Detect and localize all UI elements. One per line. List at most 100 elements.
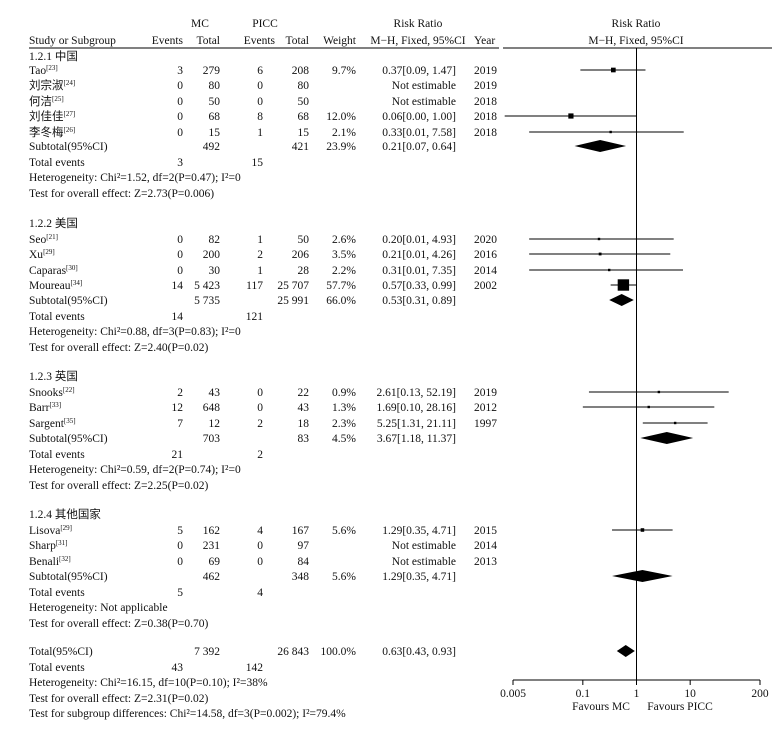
ci-cell: 0.33[0.01, 7.58] — [382, 127, 456, 139]
mc-total-cell: 162 — [203, 525, 221, 537]
year-cell: 2016 — [474, 249, 497, 261]
study-label: 刘宗淑[24] — [29, 78, 75, 92]
total-events-label: Total events — [29, 449, 85, 461]
picc-events-cell: 0 — [257, 387, 263, 399]
mc-events-cell: 2 — [177, 387, 183, 399]
ci-cell: Not estimable — [392, 96, 456, 108]
heterogeneity-text: Heterogeneity: Not applicable — [29, 602, 168, 614]
x-tick-label: 200 — [751, 688, 769, 700]
study-column-header: Study or Subgroup — [29, 35, 116, 47]
point-estimate — [610, 67, 616, 73]
mc-events-cell: 0 — [177, 127, 183, 139]
study-ref: [23] — [46, 64, 58, 72]
mc-subtotal-n: 703 — [203, 433, 221, 445]
mc-subtotal-n: 5 735 — [194, 295, 220, 307]
mc-total-cell: 200 — [203, 249, 221, 261]
subgroup-title: 1.2.3 英国 — [29, 369, 78, 383]
subtotal-label: Subtotal(95%CI) — [29, 295, 108, 307]
subtotal-diamond — [609, 294, 634, 306]
mc-grand-events: 43 — [172, 662, 184, 674]
study-label: 刘佳佳[27] — [29, 109, 75, 123]
plot-title-header: Risk Ratio — [612, 18, 661, 30]
study-name: Lisova — [29, 525, 60, 537]
picc-total-cell: 167 — [292, 525, 310, 537]
picc-events-cell: 1 — [257, 234, 263, 246]
picc-total-cell: 25 707 — [277, 280, 309, 292]
study-label: Benali[32] — [29, 555, 71, 568]
year-cell: 2014 — [474, 265, 497, 277]
picc-subtotal-n: 83 — [298, 433, 310, 445]
subtotal-weight: 5.6% — [332, 571, 356, 583]
weight-cell: 2.6% — [332, 234, 356, 246]
picc-total-cell: 18 — [298, 418, 310, 430]
favours-picc-label: Favours PICC — [647, 701, 713, 713]
picc-total-events: 2 — [257, 449, 263, 461]
picc-total-events: 15 — [252, 157, 264, 169]
mc-total-events: 14 — [172, 311, 184, 323]
point-estimate — [598, 252, 602, 256]
picc-total-cell: 206 — [292, 249, 310, 261]
mc-total-cell: 69 — [209, 556, 221, 568]
mc-total-cell: 30 — [209, 265, 221, 277]
subtotal-ci: 3.67[1.18, 11.37] — [377, 433, 456, 445]
subgroup-title: 1.2.1 中国 — [29, 50, 78, 63]
picc-total-cell: 43 — [298, 402, 310, 414]
study-ref: [21] — [46, 233, 58, 241]
picc-events-cell: 0 — [257, 80, 263, 92]
study-ref: [31] — [56, 539, 68, 547]
picc-events-cell: 0 — [257, 556, 263, 568]
favours-mc-label: Favours MC — [572, 701, 630, 713]
grand-ci: 0.63[0.43, 0.93] — [382, 646, 456, 658]
year-cell: 2020 — [474, 234, 497, 246]
mc-total-cell: 231 — [203, 540, 221, 552]
picc-events-cell: 0 — [257, 402, 263, 414]
ci-cell: 0.37[0.09, 1.47] — [382, 65, 456, 77]
study-name: Barr — [29, 402, 50, 414]
picc-events-cell: 0 — [257, 540, 263, 552]
weight-cell: 12.0% — [326, 111, 356, 123]
mc-events-cell: 0 — [177, 540, 183, 552]
ci-cell: 1.29[0.35, 4.71] — [382, 525, 456, 537]
weight-cell: 0.9% — [332, 387, 356, 399]
point-estimate — [673, 421, 677, 425]
study-name: 李冬梅 — [29, 125, 64, 139]
ci-cell: 0.06[0.00, 1.00] — [382, 111, 456, 123]
year-cell: 2019 — [474, 65, 497, 77]
weight-cell: 2.2% — [332, 265, 356, 277]
x-tick-label: 0.1 — [576, 688, 591, 700]
picc-total-cell: 68 — [298, 111, 310, 123]
picc-total-cell: 50 — [298, 96, 310, 108]
year-cell: 2019 — [474, 387, 497, 399]
ci-cell: 2.61[0.13, 52.19] — [376, 387, 456, 399]
study-ref: [30] — [66, 264, 78, 272]
grand-events-label: Total events — [29, 662, 85, 674]
study-ref: [32] — [59, 555, 71, 563]
mc-events-cell: 0 — [177, 80, 183, 92]
study-name: Sharp — [29, 540, 56, 552]
overall-effect-text: Test for overall effect: Z=2.73(P=0.006) — [29, 188, 214, 200]
ci-cell: 5.25[1.31, 21.11] — [377, 418, 456, 430]
mc-events-cell: 0 — [177, 96, 183, 108]
study-ref: [29] — [43, 248, 55, 256]
study-name: Caparas — [29, 265, 67, 277]
picc-events-cell: 2 — [257, 249, 263, 261]
study-name: Seo — [29, 234, 47, 246]
study-ref: [34] — [71, 279, 83, 287]
subtotal-ci: 0.21[0.07, 0.64] — [382, 141, 456, 153]
mc-total-cell: 43 — [209, 387, 221, 399]
subtotal-weight: 23.9% — [326, 141, 356, 153]
study-label: 李冬梅[26] — [29, 125, 75, 139]
study-label: Lisova[29] — [29, 524, 72, 537]
weight-cell: 2.1% — [332, 127, 356, 139]
study-name: 何洁 — [29, 95, 52, 108]
ci-cell: 0.21[0.01, 4.26] — [382, 249, 456, 261]
study-label: Seo[21] — [29, 233, 58, 246]
study-label: Sharp[31] — [29, 539, 68, 552]
mc-events-cell: 14 — [172, 280, 184, 292]
ci-cell: Not estimable — [392, 540, 456, 552]
weight-cell: 2.3% — [332, 418, 356, 430]
picc-total-cell: 15 — [298, 127, 310, 139]
plot-method-header: M−H, Fixed, 95%CI — [588, 35, 683, 47]
study-name: Moureau — [29, 280, 71, 292]
